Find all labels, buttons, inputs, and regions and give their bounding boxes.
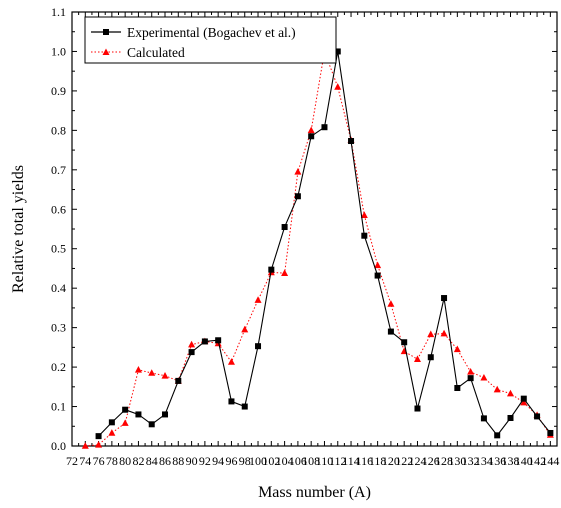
data-point-experimental — [468, 375, 474, 381]
data-point-experimental — [321, 124, 327, 130]
data-point-experimental — [202, 338, 208, 344]
x-axis-title: Mass number (A) — [258, 484, 371, 501]
legend: Experimental (Bogachev et al.) Calculate… — [85, 17, 336, 63]
data-point-calculated — [148, 369, 155, 376]
data-point-experimental — [242, 404, 248, 410]
data-point-calculated — [480, 374, 487, 381]
data-point-experimental — [521, 396, 527, 402]
data-point-calculated — [334, 83, 341, 90]
data-point-experimental — [175, 378, 181, 384]
data-point-experimental — [255, 343, 261, 349]
data-point-calculated — [108, 429, 115, 436]
data-point-experimental — [268, 267, 274, 273]
data-point-calculated — [294, 168, 301, 175]
series-line-calculated — [85, 51, 550, 446]
y-axis-title: Relative total yields — [10, 165, 27, 293]
data-point-experimental — [149, 421, 155, 427]
data-point-experimental — [388, 329, 394, 335]
x-tick-label: 86 — [159, 454, 171, 468]
data-point-experimental — [308, 133, 314, 139]
data-point-calculated — [308, 127, 315, 134]
y-tick-label: 0.8 — [51, 123, 66, 137]
data-point-experimental — [295, 193, 301, 199]
x-tick-label: 76 — [93, 454, 105, 468]
y-tick-label: 1.0 — [51, 44, 66, 58]
data-point-experimental — [348, 138, 354, 144]
data-point-experimental — [375, 273, 381, 279]
legend-marker-experimental — [103, 29, 109, 35]
x-tick-label: 80 — [119, 454, 131, 468]
x-tick-label: 96 — [225, 454, 237, 468]
y-tick-label: 0.3 — [51, 321, 66, 335]
y-tick-label: 0.7 — [51, 163, 66, 177]
x-tick-label: 84 — [146, 454, 158, 468]
x-tick-label: 82 — [132, 454, 144, 468]
legend-label-calculated: Calculated — [127, 45, 185, 60]
y-tick-label: 0.9 — [51, 84, 66, 98]
data-point-experimental — [215, 337, 221, 343]
y-tick-label: 0.2 — [51, 360, 66, 374]
data-point-experimental — [494, 432, 500, 438]
data-point-experimental — [135, 411, 141, 417]
y-tick-label: 0.1 — [51, 400, 66, 414]
data-point-experimental — [414, 406, 420, 412]
data-point-calculated — [441, 330, 448, 337]
data-point-experimental — [454, 385, 460, 391]
y-tick-label: 0.0 — [51, 439, 66, 453]
data-point-experimental — [96, 433, 102, 439]
y-tick-label: 0.5 — [51, 242, 66, 256]
y-tick-label: 0.4 — [51, 281, 66, 295]
x-tick-label: 92 — [199, 454, 211, 468]
data-point-experimental — [109, 419, 115, 425]
data-point-calculated — [135, 366, 142, 373]
y-tick-label: 0.6 — [51, 202, 66, 216]
data-point-calculated — [467, 368, 474, 375]
y-tick-label: 1.1 — [51, 5, 66, 19]
data-point-experimental — [481, 415, 487, 421]
x-tick-label: 74 — [79, 454, 91, 468]
data-point-experimental — [547, 430, 553, 436]
y-axis-ticks: 0.0 0.1 0.2 0.3 0.4 0.5 0.6 0.7 0.8 0.9 1.0 1.1 — [51, 5, 557, 453]
data-point-calculated — [454, 346, 461, 353]
data-point-experimental — [401, 339, 407, 345]
data-point-calculated — [122, 419, 129, 426]
data-point-experimental — [162, 411, 168, 417]
data-point-calculated — [241, 326, 248, 333]
data-point-experimental — [189, 349, 195, 355]
x-tick-label: 94 — [212, 454, 224, 468]
x-tick-label: 144 — [541, 454, 559, 468]
x-axis-ticks: 72 74 76 78 80 82 84 86 88 90 92 94 96 98100102104106… — [66, 12, 559, 468]
data-point-experimental — [228, 398, 234, 404]
data-point-experimental — [122, 407, 128, 413]
data-point-calculated — [255, 296, 262, 303]
data-point-experimental — [441, 295, 447, 301]
series-layer — [82, 48, 554, 449]
plot-frame — [72, 12, 557, 446]
data-point-experimental — [282, 224, 288, 230]
data-point-calculated — [507, 390, 514, 397]
legend-box — [85, 17, 336, 63]
data-point-calculated — [427, 331, 434, 338]
data-point-calculated — [387, 300, 394, 307]
data-point-experimental — [428, 354, 434, 360]
x-tick-label: 90 — [186, 454, 198, 468]
data-point-calculated — [281, 269, 288, 276]
data-point-experimental — [534, 413, 540, 419]
data-point-calculated — [188, 341, 195, 348]
x-tick-label: 88 — [172, 454, 184, 468]
data-point-experimental — [361, 233, 367, 239]
data-point-experimental — [507, 415, 513, 421]
data-point-calculated — [95, 441, 102, 448]
x-tick-label: 78 — [106, 454, 118, 468]
data-point-calculated — [414, 355, 421, 362]
legend-label-experimental: Experimental (Bogachev et al.) — [127, 25, 296, 40]
x-tick-label: 72 — [66, 454, 78, 468]
